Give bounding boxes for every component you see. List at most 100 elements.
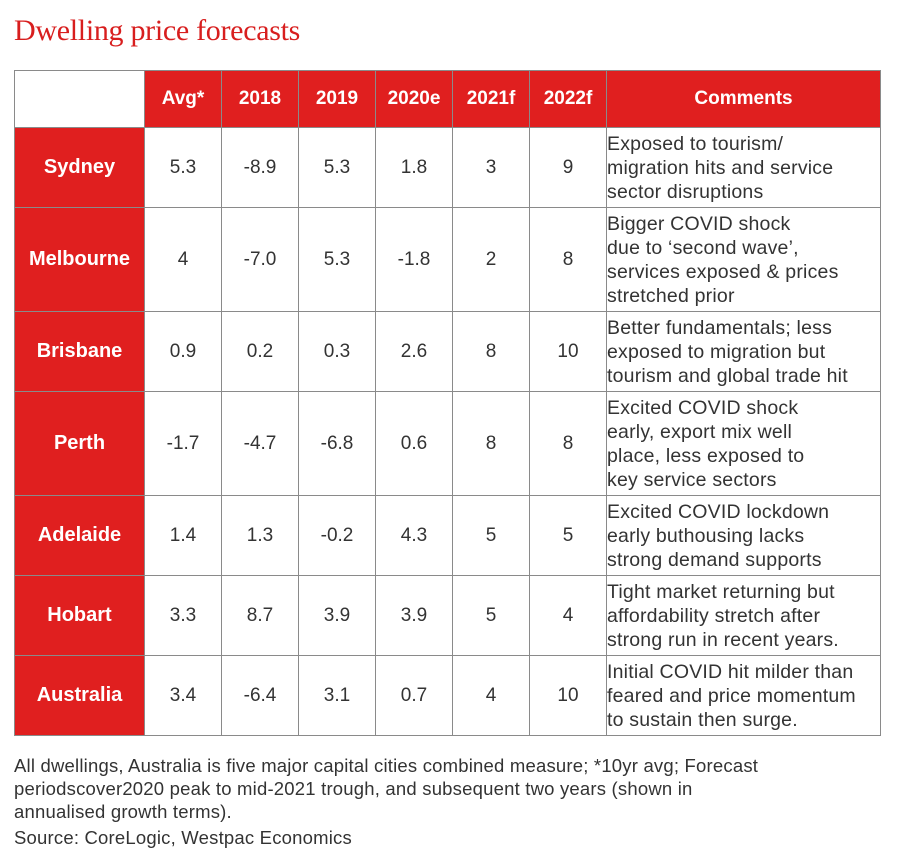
row-label: Australia <box>14 655 145 736</box>
value-cell: 2.6 <box>375 311 453 392</box>
comment-line: Initial COVID hit milder than <box>607 660 854 683</box>
value-cell: -6.8 <box>298 391 376 496</box>
value-cell: 1.4 <box>144 495 222 576</box>
value-cell: 4.3 <box>375 495 453 576</box>
value-cell: 0.6 <box>375 391 453 496</box>
value-cell: 5 <box>529 495 607 576</box>
comment-line: sector disruptions <box>607 180 764 203</box>
comment-line: feared and price momentum <box>607 684 856 707</box>
value-cell: 3.4 <box>144 655 222 736</box>
value-cell: 1.8 <box>375 127 453 208</box>
comment-line: Tight market returning but <box>607 580 835 603</box>
value-cell: 0.7 <box>375 655 453 736</box>
comment-line: Exposed to tourism/ <box>607 132 784 155</box>
comment-line: Excited COVID shock <box>607 396 799 419</box>
comment-cell: Exposed to tourism/migration hits and se… <box>606 127 881 208</box>
table-row: Sydney 5.3 -8.9 5.3 1.8 3 9 Exposed to tourism/… <box>14 127 881 208</box>
value-cell: 5.3 <box>298 127 376 208</box>
comment-line: stretched prior <box>607 284 735 307</box>
comment-line: Better fundamentals; less <box>607 316 833 339</box>
comment-line: key service sectors <box>607 468 777 491</box>
comment-line: exposed to migration but <box>607 340 826 363</box>
value-cell: -0.2 <box>298 495 376 576</box>
value-cell: 10 <box>529 311 607 392</box>
comment-line: migration hits and service <box>607 156 834 179</box>
value-cell: 8 <box>452 391 530 496</box>
value-cell: -1.8 <box>375 207 453 312</box>
footnote-line: All dwellings, Australia is five major c… <box>14 755 759 776</box>
value-cell: -6.4 <box>221 655 299 736</box>
value-cell: 5 <box>452 575 530 656</box>
comment-line: tourism and global trade hit <box>607 364 848 387</box>
table-row: Adelaide 1.4 1.3 -0.2 4.3 5 5 Excited COVID loc… <box>14 495 881 576</box>
comment-line: early buthousing lacks <box>607 524 805 547</box>
comment-line: to sustain then surge. <box>607 708 798 731</box>
table-row: Perth -1.7 -4.7 -6.8 0.6 8 8 Excited COVID shoc… <box>14 391 881 496</box>
value-cell: 8 <box>452 311 530 392</box>
value-cell: 8 <box>529 207 607 312</box>
value-cell: 8 <box>529 391 607 496</box>
source-note: Source: CoreLogic, Westpac Economics <box>14 827 352 848</box>
comment-cell: Better fundamentals; less exposed to migr… <box>606 311 881 392</box>
chart-title: Dwelling price forecasts <box>14 14 301 47</box>
value-cell: 3 <box>452 127 530 208</box>
comment-line: Bigger COVID shock <box>607 212 791 235</box>
value-cell: 5.3 <box>298 207 376 312</box>
column-header: 2022f <box>529 70 607 128</box>
value-cell: 5.3 <box>144 127 222 208</box>
value-cell: -8.9 <box>221 127 299 208</box>
value-cell: 0.9 <box>144 311 222 392</box>
footnote: All dwellings, Australia is five major c… <box>14 754 898 823</box>
row-label: Brisbane <box>14 311 145 392</box>
comment-line: due to ‘second wave’, <box>607 236 799 259</box>
value-cell: 0.2 <box>221 311 299 392</box>
comment-line: services exposed & prices <box>607 260 839 283</box>
forecast-table: Avg* 2018 2019 2020e 2021f 2022f Comment… <box>14 70 881 736</box>
value-cell: 3.3 <box>144 575 222 656</box>
value-cell: 8.7 <box>221 575 299 656</box>
comment-line: strong demand supports <box>607 548 822 571</box>
value-cell: 5 <box>452 495 530 576</box>
column-header: 2020e <box>375 70 453 128</box>
table-row: Melbourne 4 -7.0 5.3 -1.8 2 8 Bigger COVID shoc… <box>14 207 881 312</box>
table-row: Hobart 3.3 8.7 3.9 3.9 5 4 Tight market returni… <box>14 575 881 656</box>
column-header: 2021f <box>452 70 530 128</box>
value-cell: 9 <box>529 127 607 208</box>
comment-cell: Excited COVID shock early, export mix wel… <box>606 391 881 496</box>
table-row: Brisbane 0.9 0.2 0.3 2.6 8 10 Better fundamenta… <box>14 311 881 392</box>
value-cell: 4 <box>452 655 530 736</box>
header-row: Avg* 2018 2019 2020e 2021f 2022f Comment… <box>14 70 881 128</box>
value-cell: 2 <box>452 207 530 312</box>
footnote-line: annualised growth terms). <box>14 801 232 822</box>
row-label: Hobart <box>14 575 145 656</box>
table-row: Australia 3.4 -6.4 3.1 0.7 4 10 Initial COVID h… <box>14 655 881 736</box>
comment-cell: Bigger COVID shock due to ‘second wave’, s… <box>606 207 881 312</box>
comment-line: place, less exposed to <box>607 444 805 467</box>
column-header: Comments <box>606 70 881 128</box>
row-label: Perth <box>14 391 145 496</box>
row-label: Sydney <box>14 127 145 208</box>
value-cell: 1.3 <box>221 495 299 576</box>
column-header: Avg* <box>144 70 222 128</box>
comment-line: Excited COVID lockdown <box>607 500 830 523</box>
corner-cell <box>14 70 145 128</box>
column-header: 2018 <box>221 70 299 128</box>
value-cell: -7.0 <box>221 207 299 312</box>
comment-line: strong run in recent years. <box>607 628 839 651</box>
comment-cell: Initial COVID hit milder than feared and … <box>606 655 881 736</box>
value-cell: -4.7 <box>221 391 299 496</box>
row-label: Melbourne <box>14 207 145 312</box>
value-cell: -1.7 <box>144 391 222 496</box>
value-cell: 10 <box>529 655 607 736</box>
value-cell: 3.1 <box>298 655 376 736</box>
comment-cell: Tight market returning but affordability … <box>606 575 881 656</box>
value-cell: 4 <box>144 207 222 312</box>
value-cell: 4 <box>529 575 607 656</box>
comment-line: early, export mix well <box>607 420 793 443</box>
comment-line: affordability stretch after <box>607 604 821 627</box>
value-cell: 3.9 <box>298 575 376 656</box>
row-label: Adelaide <box>14 495 145 576</box>
comment-cell: Excited COVID lockdown early buthousing l… <box>606 495 881 576</box>
value-cell: 0.3 <box>298 311 376 392</box>
value-cell: 3.9 <box>375 575 453 656</box>
